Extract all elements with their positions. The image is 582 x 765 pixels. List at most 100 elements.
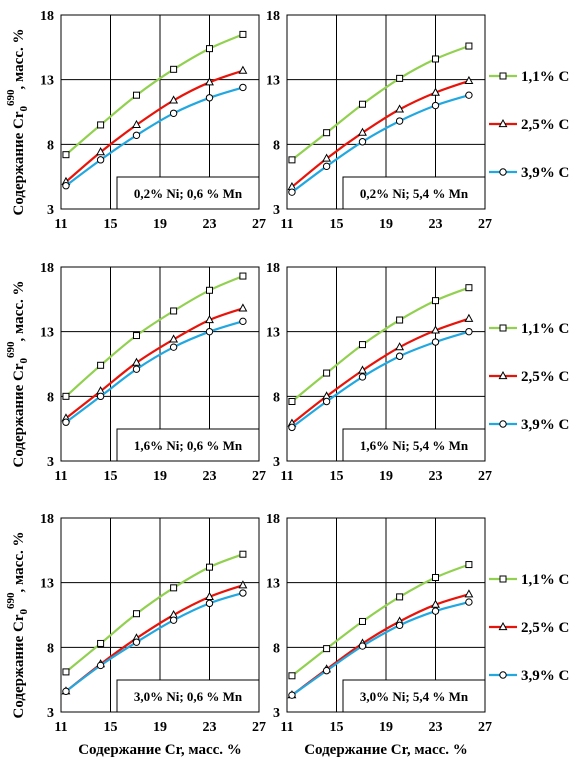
annotation-label: 3,0% Ni; 5,4 % Mn — [360, 689, 469, 704]
x-tick-label: 23 — [429, 720, 443, 735]
series-line — [291, 563, 470, 677]
annotation-box — [116, 679, 260, 713]
y-label-main: Содержание Cr — [11, 614, 27, 718]
y-tick-label: 18 — [266, 9, 280, 24]
x-tick-label: 19 — [379, 469, 393, 484]
point-square — [97, 361, 105, 369]
point-circle — [239, 317, 247, 326]
point-triangle — [205, 591, 214, 600]
point-square — [499, 324, 507, 332]
legend-label: 3,9% C — [521, 165, 569, 181]
x-tick-label: 11 — [54, 720, 67, 735]
point-circle — [358, 373, 367, 381]
y-label-tail: , масс. % — [11, 29, 27, 90]
y-label-sub: 0 — [18, 608, 30, 614]
point-triangle — [358, 127, 367, 136]
point-triangle — [322, 153, 332, 162]
point-circle — [205, 94, 214, 102]
x-tick-label: 11 — [280, 720, 293, 735]
series-3,9% C — [288, 91, 473, 196]
x-tick-label: 19 — [153, 469, 167, 484]
series-line — [65, 86, 244, 187]
y-axis-label: Содержание Cr0690, масс. % — [5, 281, 30, 468]
annotation-label: 3,0% Ni; 0,6 % Mn — [134, 689, 243, 704]
point-triangle — [238, 580, 248, 589]
series-line — [65, 553, 244, 673]
y-tick-label: 18 — [40, 512, 54, 527]
x-tick-label: 15 — [330, 720, 344, 735]
y-tick-label: 3 — [47, 455, 54, 470]
point-square — [170, 307, 178, 315]
point-circle — [205, 599, 214, 608]
point-square — [396, 74, 404, 82]
point-circle — [132, 638, 141, 646]
point-circle — [499, 420, 507, 428]
legend: 1,1% C 2,5% C 3,9% C — [489, 321, 569, 433]
point-circle — [288, 423, 296, 432]
x-tick-label: 15 — [330, 217, 344, 232]
point-square — [97, 121, 105, 129]
point-square — [396, 316, 404, 324]
point-triangle — [431, 325, 440, 334]
point-circle — [169, 109, 178, 117]
y-label-main: Содержание Cr — [11, 363, 27, 467]
chart-panel: 11 15 19 23 27 3 8 13 18 3,0% Ni; 5,4 % Mn 1,1% C 2… — [266, 512, 569, 758]
point-square — [206, 45, 213, 53]
point-circle — [288, 691, 296, 699]
point-triangle — [358, 365, 367, 374]
chart-panel: 11 15 19 23 27 3 8 13 18 1,6% Ni; 0,6 % Mn Содержа… — [5, 261, 266, 484]
point-circle — [62, 418, 70, 426]
y-label-sup: 690 — [5, 89, 17, 106]
point-square — [288, 156, 296, 164]
point-circle — [96, 392, 105, 401]
point-circle — [499, 671, 507, 679]
point-square — [323, 645, 331, 653]
x-tick-label: 19 — [153, 720, 167, 735]
y-tick-label: 13 — [266, 577, 280, 592]
x-tick-label: 15 — [104, 469, 118, 484]
annotation-label: 0,2% Ni; 5,4 % Mn — [360, 186, 469, 201]
legend: 1,1% C 2,5% C 3,9% C — [489, 572, 569, 684]
y-tick-label: 8 — [273, 138, 280, 153]
y-tick-label: 3 — [273, 203, 280, 218]
series-1,1% C — [288, 284, 473, 406]
x-axis-label: Содержание Cr, масс. % — [78, 742, 242, 758]
point-square — [465, 284, 473, 292]
legend-label: 2,5% C — [521, 369, 569, 385]
x-tick-label: 11 — [54, 217, 67, 232]
point-square — [288, 398, 296, 406]
y-tick-label: 3 — [273, 706, 280, 721]
point-triangle — [498, 370, 508, 380]
annotation-box — [116, 428, 260, 462]
series-1,1% C — [62, 272, 247, 400]
point-square — [97, 639, 105, 647]
point-triangle — [464, 589, 474, 598]
y-label-sub: 0 — [18, 357, 30, 363]
point-triangle — [464, 313, 474, 322]
x-tick-label: 15 — [330, 469, 344, 484]
series-3,9% C — [62, 83, 247, 190]
annotation-box — [342, 176, 486, 210]
legend-label: 2,5% C — [521, 117, 569, 133]
x-tick-label: 23 — [429, 217, 443, 232]
point-square — [239, 30, 247, 38]
point-triangle — [132, 119, 141, 129]
legend-label: 1,1% C — [521, 69, 569, 85]
x-tick-label: 19 — [153, 217, 167, 232]
legend-label: 1,1% C — [521, 572, 569, 588]
point-circle — [358, 138, 367, 146]
x-tick-label: 23 — [429, 469, 443, 484]
point-circle — [288, 188, 296, 196]
x-tick-label: 27 — [252, 217, 266, 232]
point-triangle — [96, 147, 106, 156]
point-circle — [465, 598, 473, 606]
point-circle — [358, 642, 367, 650]
x-tick-label: 15 — [104, 720, 118, 735]
x-tick-label: 27 — [252, 469, 266, 484]
y-tick-label: 8 — [47, 641, 54, 656]
point-circle — [96, 156, 105, 164]
x-tick-label: 27 — [478, 720, 492, 735]
point-circle — [132, 365, 141, 373]
point-triangle — [395, 342, 405, 351]
x-tick-label: 23 — [203, 720, 217, 735]
